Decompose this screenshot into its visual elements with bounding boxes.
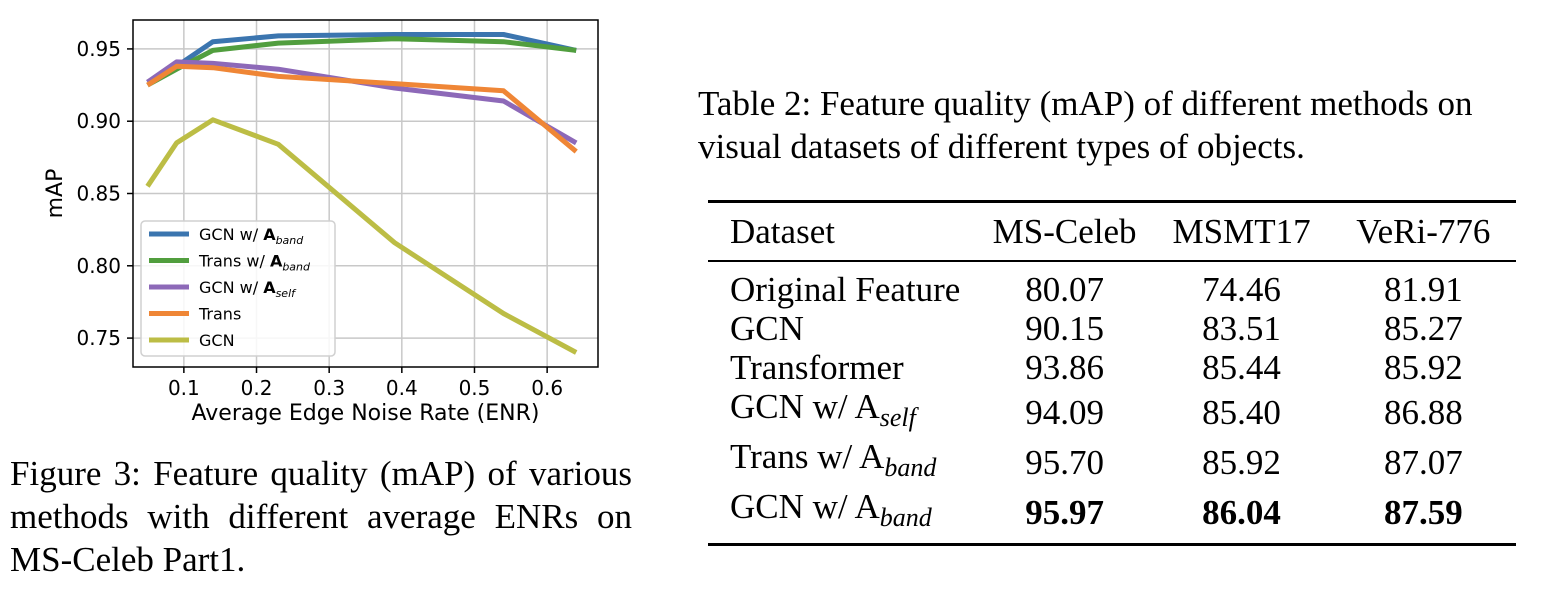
value-cell: 85.92 xyxy=(1383,348,1463,387)
value-cell: 74.46 xyxy=(1202,270,1281,309)
legend-entry: Trans w/ Aband xyxy=(198,252,311,274)
figure-3: 0.1 0.2 0.3 0.4 0.5 0.6 0.75 0.80 0.85 0.90 0.95 Av… xyxy=(0,0,640,440)
table-row: GCN w/ Aself 94.09 85.40 86.88 xyxy=(708,387,1516,437)
value-cell: 80.07 xyxy=(1025,270,1104,309)
series-line xyxy=(145,117,578,355)
method-subscript: self xyxy=(879,403,916,432)
value-cell: 95.70 xyxy=(1025,442,1104,482)
y-axis-label: mAP xyxy=(43,169,68,219)
value-cell: 87.07 xyxy=(1383,442,1463,482)
table-header-row: Dataset MS-Celeb MSMT17 VeRi-776 xyxy=(708,200,1516,262)
legend-entry: Trans xyxy=(198,305,241,324)
method-name: GCN w/ A xyxy=(730,387,880,426)
x-tick-label: 0.4 xyxy=(386,376,418,400)
figure-caption: Figure 3: Feature quality (mAP) of vario… xyxy=(10,454,632,579)
header-msmt17: MSMT17 xyxy=(1152,200,1331,262)
x-tick-label: 0.6 xyxy=(531,376,563,400)
header-ms-celeb: MS-Celeb xyxy=(976,200,1153,262)
value-cell: 94.09 xyxy=(1025,392,1104,432)
value-cell: 87.59 xyxy=(1330,487,1516,546)
method-name: Trans w/ A xyxy=(730,437,885,476)
method-name: Original Feature xyxy=(730,270,961,309)
value-cell: 81.91 xyxy=(1383,270,1463,309)
method-cell: Original Feature xyxy=(708,261,977,309)
table-row: Transformer 93.86 85.44 85.92 xyxy=(708,348,1516,387)
legend-entry: GCN w/ Aself xyxy=(199,278,297,300)
table-row: Trans w/ Aband 95.70 85.92 87.07 xyxy=(708,437,1516,487)
y-tick-label: 0.90 xyxy=(76,109,121,133)
x-tick-label: 0.3 xyxy=(313,376,345,400)
x-tick-label: 0.2 xyxy=(241,376,273,400)
x-axis-label: Average Edge Noise Rate (ENR) xyxy=(192,401,540,426)
method-cell: Trans w/ Aband xyxy=(708,437,977,487)
line-chart: 0.1 0.2 0.3 0.4 0.5 0.6 0.75 0.80 0.85 0.90 0.95 Av… xyxy=(43,19,599,426)
table-row: GCN w/ Aband 95.97 86.04 87.59 xyxy=(708,487,1516,546)
legend-entry: GCN xyxy=(199,331,235,350)
legend-entry: GCN w/ Aband xyxy=(199,225,304,247)
value-cell: 85.40 xyxy=(1202,392,1281,432)
method-subscript: band xyxy=(879,503,932,532)
value-cell: 83.51 xyxy=(1202,309,1281,348)
method-subscript: band xyxy=(884,453,937,482)
y-tick-label: 0.85 xyxy=(76,182,121,206)
y-tick-label: 0.75 xyxy=(76,326,121,350)
series-line xyxy=(146,59,578,146)
method-cell: GCN w/ Aband xyxy=(708,487,977,546)
method-name: GCN xyxy=(730,309,804,348)
header-veri-776: VeRi-776 xyxy=(1330,200,1516,262)
table-row: GCN 90.15 83.51 85.27 xyxy=(708,309,1516,348)
table-body: Original Feature 80.07 74.46 81.91 GCN 90.15 8… xyxy=(708,261,1516,546)
table-row: Original Feature 80.07 74.46 81.91 xyxy=(708,261,1516,309)
method-cell: Transformer xyxy=(708,348,977,387)
header-dataset: Dataset xyxy=(708,200,977,262)
value-cell: 93.86 xyxy=(1025,348,1104,387)
x-tick-label: 0.5 xyxy=(459,376,491,400)
value-cell: 85.92 xyxy=(1202,442,1281,482)
legend-box xyxy=(140,220,336,357)
y-tick-label: 0.95 xyxy=(76,37,121,61)
method-cell: GCN w/ Aself xyxy=(708,387,977,437)
value-cell: 85.44 xyxy=(1202,348,1281,387)
method-cell: GCN xyxy=(708,309,977,348)
method-name: GCN w/ A xyxy=(730,487,880,526)
value-cell: 90.15 xyxy=(1025,309,1104,348)
x-tick-label: 0.1 xyxy=(168,376,200,400)
value-cell: 86.88 xyxy=(1383,392,1463,432)
series-line xyxy=(146,63,578,154)
value-cell: 95.97 xyxy=(976,487,1153,546)
table-caption: Table 2: Feature quality (mAP) of differ… xyxy=(698,84,1473,166)
y-tick-label: 0.80 xyxy=(76,254,121,278)
value-cell: 85.27 xyxy=(1383,309,1463,348)
value-cell: 86.04 xyxy=(1152,487,1331,546)
method-name: Transformer xyxy=(730,348,904,387)
results-table: Dataset MS-Celeb MSMT17 VeRi-776 Origina… xyxy=(708,200,1516,546)
